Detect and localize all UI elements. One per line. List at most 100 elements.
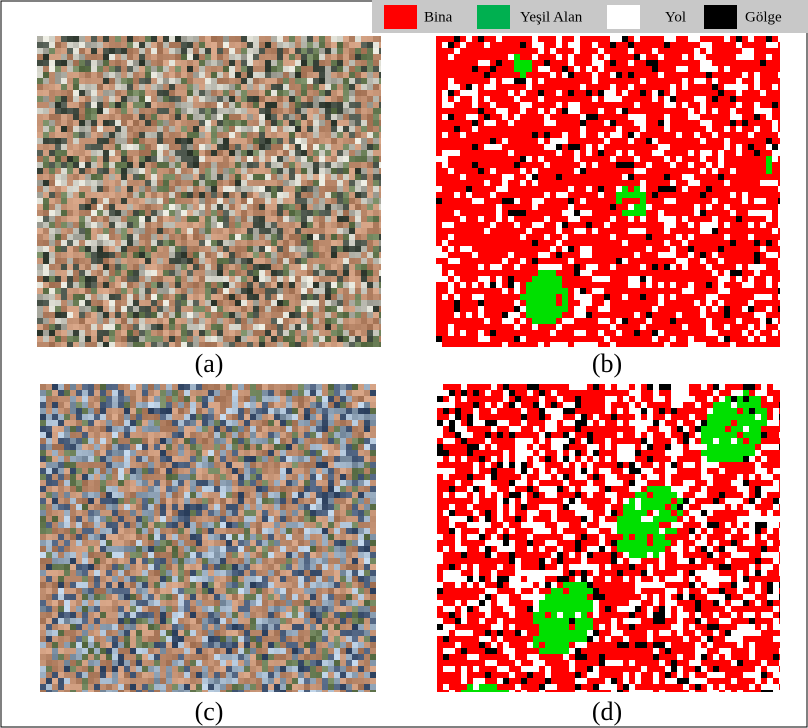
- pixel: [259, 66, 265, 72]
- pixel: [604, 186, 610, 192]
- pixel: [718, 192, 724, 198]
- pixel: [367, 276, 373, 282]
- pixel: [121, 306, 127, 312]
- pixel: [151, 234, 157, 240]
- pixel: [664, 120, 670, 126]
- pixel: [133, 216, 139, 222]
- pixel: [658, 42, 664, 48]
- pixel: [97, 192, 103, 198]
- pixel: [145, 252, 151, 258]
- pixel: [550, 204, 556, 210]
- pixel: [145, 336, 151, 342]
- pixel: [277, 270, 283, 276]
- pixel: [466, 192, 472, 198]
- pixel: [343, 252, 349, 258]
- pixel: [193, 342, 199, 347]
- pixel: [646, 216, 652, 222]
- pixel: [79, 180, 85, 186]
- pixel: [169, 180, 175, 186]
- pixel: [706, 114, 712, 120]
- pixel: [373, 252, 379, 258]
- pixel: [532, 150, 538, 156]
- pixel: [778, 144, 780, 150]
- pixel: [742, 216, 748, 222]
- pixel: [694, 54, 700, 60]
- pixel: [109, 114, 115, 120]
- pixel: [73, 132, 79, 138]
- pixel: [151, 66, 157, 72]
- pixel: [73, 228, 79, 234]
- pixel: [484, 144, 490, 150]
- pixel: [283, 294, 289, 300]
- pixel: [754, 102, 760, 108]
- pixel: [688, 156, 694, 162]
- pixel: [319, 60, 325, 66]
- pixel: [355, 144, 361, 150]
- pixel: [283, 120, 289, 126]
- pixel: [313, 162, 319, 168]
- pixel: [187, 306, 193, 312]
- pixel: [478, 102, 484, 108]
- pixel: [133, 60, 139, 66]
- pixel: [115, 168, 121, 174]
- pixel: [247, 222, 253, 228]
- pixel: [460, 156, 466, 162]
- pixel: [373, 234, 379, 240]
- pixel: [103, 54, 109, 60]
- pixel: [103, 246, 109, 252]
- pixel: [265, 168, 271, 174]
- pixel: [103, 276, 109, 282]
- pixel: [91, 168, 97, 174]
- pixel: [712, 150, 718, 156]
- pixel: [193, 336, 199, 342]
- pixel: [448, 108, 454, 114]
- pixel: [598, 186, 604, 192]
- pixel: [217, 264, 223, 270]
- pixel: [502, 42, 508, 48]
- pixel: [484, 78, 490, 84]
- pixel: [199, 36, 205, 42]
- pixel: [109, 336, 115, 342]
- pixel: [592, 126, 598, 132]
- pixel: [460, 72, 466, 78]
- pixel: [235, 180, 241, 186]
- pixel: [748, 126, 754, 132]
- pixel: [139, 78, 145, 84]
- pixel: [163, 186, 169, 192]
- pixel: [49, 144, 55, 150]
- pixel: [337, 114, 343, 120]
- pixel: [616, 66, 622, 72]
- pixel: [151, 186, 157, 192]
- pixel: [79, 48, 85, 54]
- pixel: [550, 126, 556, 132]
- pixel: [718, 102, 724, 108]
- pixel: [55, 306, 61, 312]
- pixel: [556, 150, 562, 156]
- pixel: [700, 126, 706, 132]
- pixel: [283, 144, 289, 150]
- pixel: [175, 138, 181, 144]
- pixel: [484, 222, 490, 228]
- pixel: [241, 126, 247, 132]
- pixel: [73, 102, 79, 108]
- pixel: [379, 276, 381, 282]
- pixel: [331, 330, 337, 336]
- pixel: [361, 96, 367, 102]
- pixel: [295, 246, 301, 252]
- pixel: [712, 228, 718, 234]
- pixel: [688, 192, 694, 198]
- pixel: [664, 138, 670, 144]
- pixel: [37, 168, 43, 174]
- pixel: [640, 102, 646, 108]
- pixel: [682, 216, 688, 222]
- pixel: [484, 72, 490, 78]
- pixel: [331, 168, 337, 174]
- pixel: [604, 168, 610, 174]
- pixel: [325, 336, 331, 342]
- pixel: [700, 186, 706, 192]
- pixel: [187, 288, 193, 294]
- pixel: [85, 132, 91, 138]
- pixel: [442, 42, 448, 48]
- pixel: [283, 78, 289, 84]
- pixel: [199, 54, 205, 60]
